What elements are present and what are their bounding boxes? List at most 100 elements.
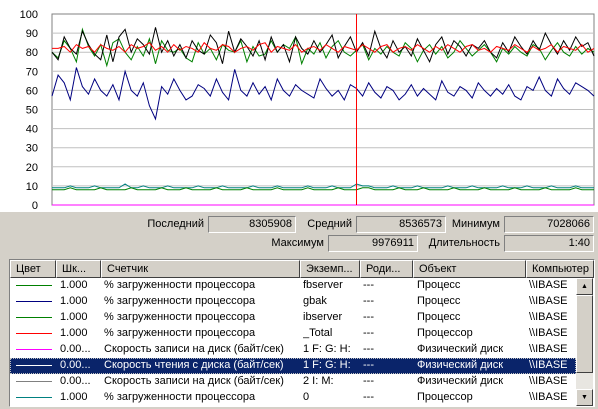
cell-instance: 1 F: G: H: (303, 343, 351, 355)
cell-object: Физический диск (417, 359, 504, 371)
series-line-5 (52, 187, 594, 191)
color-swatch (16, 301, 52, 302)
cell-instance: 1 F: G: H: (303, 359, 351, 371)
cell-parent: --- (363, 359, 374, 371)
counter-row[interactable]: 1.000 % загруженности процессора fbserver -… (10, 278, 576, 294)
cell-instance: _Total (303, 327, 333, 339)
cell-counter: Скорость записи на диск (байт/сек) (104, 343, 284, 355)
vertical-scrollbar[interactable]: ▲ ▼ (576, 278, 593, 406)
series-line-4 (52, 183, 594, 189)
cell-counter: Скорость записи на диск (байт/сек) (104, 375, 284, 387)
color-swatch (16, 317, 52, 318)
scroll-down-icon[interactable]: ▼ (576, 389, 593, 406)
color-swatch (16, 333, 52, 334)
cell-computer: \\IBASE (529, 279, 568, 291)
y-tick-label: 60 (26, 85, 38, 97)
cell-counter: Скорость чтения с диска (байт/сек) (104, 359, 284, 371)
column-header-counter[interactable]: Счетчик (101, 260, 300, 278)
y-tick-label: 10 (26, 181, 38, 193)
scroll-thumb[interactable] (576, 295, 593, 373)
y-tick-label: 100 (20, 9, 38, 21)
cell-computer: \\IBASE (529, 391, 568, 403)
y-tick-label: 0 (32, 200, 38, 212)
counter-list[interactable]: Цвет Шк... Счетчик Экземп... Роди... Объ… (9, 259, 595, 407)
cell-parent: --- (363, 327, 374, 339)
y-tick-label: 20 (26, 162, 38, 174)
cell-computer: \\IBASE (529, 311, 568, 323)
series-line-0 (51, 27, 595, 68)
cell-counter: % загруженности процессора (104, 295, 256, 307)
cell-scale: 1.000 (60, 279, 88, 291)
color-swatch (16, 397, 52, 398)
cell-scale: 1.000 (60, 391, 88, 403)
cell-counter: % загруженности процессора (104, 391, 256, 403)
cell-object: Процессор (417, 327, 473, 339)
cell-object: Процесс (417, 311, 461, 323)
last-label: Последний (147, 218, 204, 230)
y-tick-label: 70 (26, 66, 38, 78)
cell-computer: \\IBASE (529, 343, 568, 355)
cell-scale: 1.000 (60, 311, 88, 323)
counter-row[interactable]: 0.00... Скорость чтения с диска (байт/сек… (10, 358, 576, 374)
cell-parent: --- (363, 391, 374, 403)
avg-label: Средний (307, 218, 352, 230)
cell-parent: --- (363, 375, 374, 387)
cell-computer: \\IBASE (529, 327, 568, 339)
cell-parent: --- (363, 295, 374, 307)
cell-instance: 0 (303, 391, 310, 403)
color-swatch (16, 365, 52, 366)
series-line-2 (51, 27, 595, 64)
cell-parent: --- (363, 343, 374, 355)
cell-counter: % загруженности процессора (104, 279, 256, 291)
column-header-object[interactable]: Объект (413, 260, 526, 278)
cell-instance: fbserver (303, 279, 343, 291)
counter-row[interactable]: 1.000 % загруженности процессора _Total ---… (10, 326, 576, 342)
cell-counter: % загруженности процессора (104, 327, 256, 339)
y-tick-label: 50 (26, 105, 38, 117)
color-swatch (16, 349, 52, 350)
cell-instance: gbak (303, 295, 327, 307)
cell-scale: 1.000 (60, 327, 88, 339)
column-header-color[interactable]: Цвет (10, 260, 56, 278)
cell-parent: --- (363, 311, 374, 323)
cell-scale: 0.00... (60, 359, 91, 371)
chart-series (51, 27, 595, 206)
counter-row[interactable]: 1.000 % загруженности процессора gbak --- Пр… (10, 294, 576, 310)
cell-instance: ibserver (303, 311, 343, 323)
cell-object: Физический диск (417, 343, 504, 355)
cell-scale: 0.00... (60, 375, 91, 387)
cell-object: Процессор (417, 391, 473, 403)
y-tick-label: 40 (26, 124, 38, 136)
cell-instance: 2 I: M: (303, 375, 334, 387)
column-header-scale[interactable]: Шк... (56, 260, 101, 278)
series-line-3 (52, 41, 595, 53)
cell-computer: \\IBASE (529, 295, 568, 307)
counter-row[interactable]: 1.000 % загруженности процессора 0 --- Проце… (10, 390, 576, 406)
duration-label: Длительность (428, 237, 500, 249)
last-value: 8305908 (208, 216, 296, 233)
cell-object: Процесс (417, 295, 461, 307)
series-line-1 (51, 67, 595, 121)
max-value: 9976911 (328, 235, 418, 252)
duration-value: 1:40 (504, 235, 594, 252)
column-header-instance[interactable]: Экземп... (300, 260, 360, 278)
counter-row[interactable]: 0.00... Скорость записи на диск (байт/сек… (10, 342, 576, 358)
column-header-parent[interactable]: Роди... (360, 260, 413, 278)
cell-object: Процесс (417, 279, 461, 291)
cell-object: Физический диск (417, 375, 504, 387)
scroll-up-icon[interactable]: ▲ (576, 278, 593, 295)
y-tick-label: 90 (26, 28, 38, 40)
counter-row[interactable]: 1.000 % загруженности процессора ibserver -… (10, 310, 576, 326)
color-swatch (16, 285, 52, 286)
cell-computer: \\IBASE (529, 359, 568, 371)
y-tick-label: 80 (26, 47, 38, 59)
color-swatch (16, 381, 52, 382)
max-label: Максимум (271, 237, 324, 249)
cell-parent: --- (363, 279, 374, 291)
counter-row[interactable]: 0.00... Скорость записи на диск (байт/сек… (10, 374, 576, 390)
column-header-computer[interactable]: Компьютер (526, 260, 594, 278)
y-tick-label: 30 (26, 143, 38, 155)
cell-scale: 1.000 (60, 295, 88, 307)
